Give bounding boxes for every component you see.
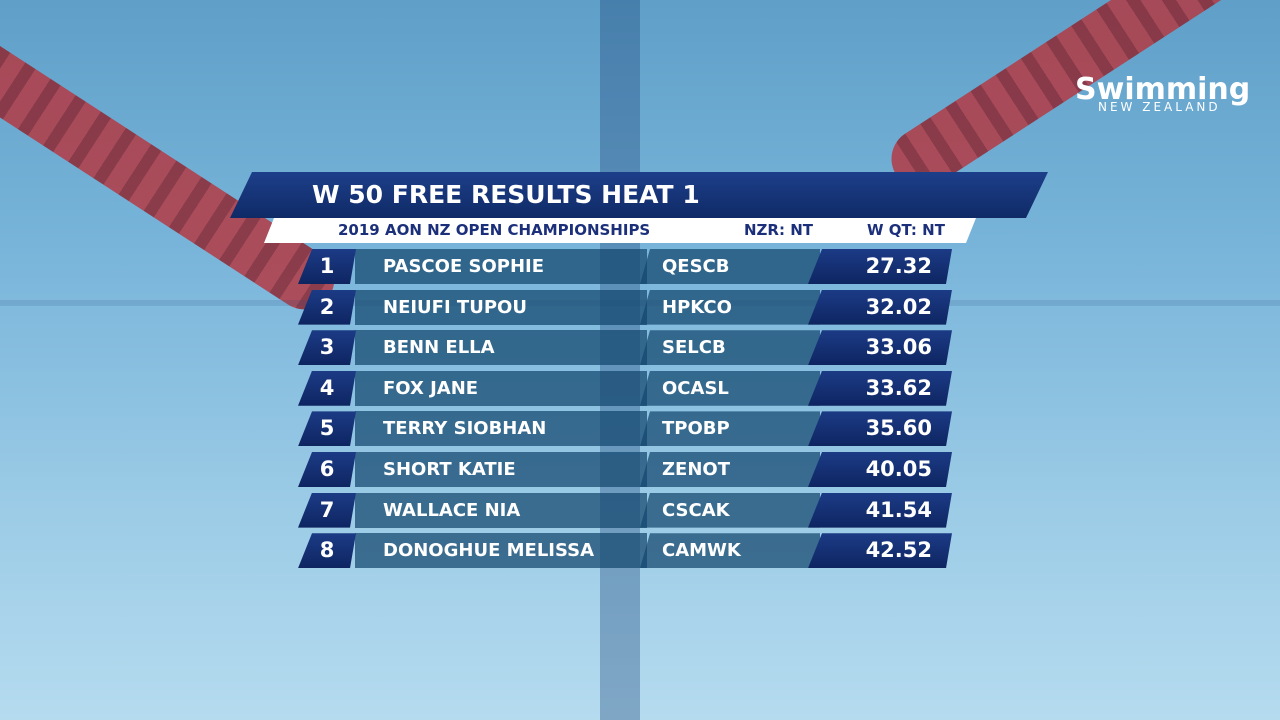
subtitle-bar: 2019 AON NZ OPEN CHAMPIONSHIPS NZR: NT W… <box>264 218 976 243</box>
qualifying: W QT: NT <box>867 221 945 239</box>
time: 40.05 <box>808 452 952 487</box>
time: 41.54 <box>808 493 952 528</box>
club: CAMWK <box>640 533 820 569</box>
swimmer-name: DONOGHUE MELISSA <box>355 533 647 569</box>
record: NZR: NT <box>744 221 813 239</box>
time: 33.62 <box>808 371 952 406</box>
time: 35.60 <box>808 411 952 446</box>
swimmer-name: FOX JANE <box>355 370 647 406</box>
place: 6 <box>298 452 356 487</box>
event: 2019 AON NZ OPEN CHAMPIONSHIPS <box>338 221 651 239</box>
title-bar: W 50 FREE RESULTS HEAT 1 <box>230 172 1048 218</box>
swimmer-name: TERRY SIOBHAN <box>355 411 647 447</box>
title: W 50 FREE RESULTS HEAT 1 <box>312 180 700 209</box>
lane-rope <box>0 20 346 321</box>
place: 7 <box>298 493 356 528</box>
place: 2 <box>298 290 356 325</box>
swimmer-name: WALLACE NIA <box>355 492 647 528</box>
logo-subtitle: NEW ZEALAND <box>1098 100 1221 114</box>
swimmer-name: NEIUFI TUPOU <box>355 289 647 325</box>
club: TPOBP <box>640 411 820 447</box>
swimmer-name: SHORT KATIE <box>355 452 647 487</box>
time: 33.06 <box>808 330 952 365</box>
club: SELCB <box>640 330 820 366</box>
place: 8 <box>298 533 356 568</box>
time: 32.02 <box>808 290 952 325</box>
club: ZENOT <box>640 452 820 487</box>
place: 3 <box>298 330 356 365</box>
swimmer-name: PASCOE SOPHIE <box>355 249 647 284</box>
club: OCASL <box>640 370 820 406</box>
place: 4 <box>298 371 356 406</box>
club: CSCAK <box>640 492 820 528</box>
swimmer-name: BENN ELLA <box>355 330 647 366</box>
club: QESCB <box>640 249 820 284</box>
club: HPKCO <box>640 289 820 325</box>
time: 42.52 <box>808 533 952 568</box>
place: 5 <box>298 411 356 446</box>
logo-name: Swimming <box>1075 72 1251 107</box>
time: 27.32 <box>808 249 952 284</box>
